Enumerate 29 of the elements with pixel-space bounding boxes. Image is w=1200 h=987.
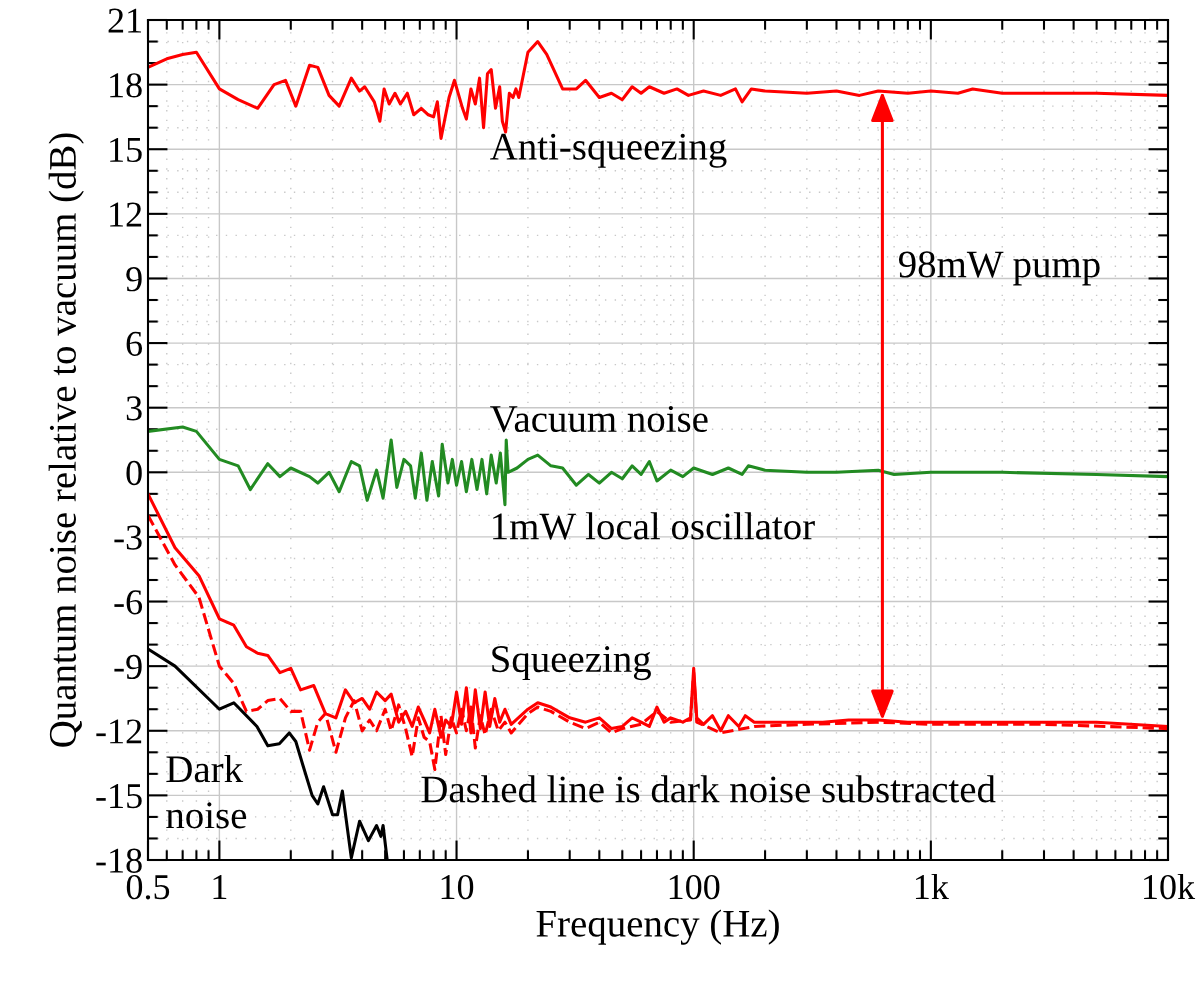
y-tick-label: 9	[126, 267, 142, 292]
y-tick-label: 3	[126, 396, 142, 421]
annotation: Anti-squeezing	[490, 133, 727, 168]
x-tick-label: 100	[669, 874, 720, 900]
y-tick-label: 18	[110, 73, 142, 98]
y-tick-label: -18	[96, 848, 142, 873]
annotation: 1mW local oscillator	[493, 512, 815, 540]
x-tick-label: 1k	[915, 873, 949, 899]
y-tick-label: 12	[110, 202, 142, 227]
x-tick-label: 1	[213, 875, 227, 899]
y-tick-label: -12	[96, 719, 142, 744]
y-tick-label: 21	[108, 8, 141, 33]
y-tick-label: -6	[114, 590, 143, 615]
x-tick-label: 10k	[1144, 873, 1196, 900]
annotation: Dashed line is dark noise substracted	[421, 775, 996, 803]
annotation: Vacuum noise	[490, 405, 708, 433]
x-tick-label: 0.5	[126, 874, 170, 900]
x-axis-title: Frequency (Hz)	[536, 909, 779, 945]
annotation: 98mW pump	[898, 251, 1100, 286]
y-tick-label: -15	[96, 784, 142, 809]
annotation: Squeezing	[492, 646, 651, 681]
y-tick-label: -3	[114, 525, 142, 550]
y-tick-label: -9	[114, 654, 142, 680]
x-tick-label: 10	[441, 874, 474, 900]
y-tick-label: 0	[126, 460, 142, 486]
y-tick-label: 15	[110, 137, 142, 163]
y-tick-label: 6	[126, 331, 143, 356]
annotation: Dark noise	[166, 755, 247, 829]
y-axis-title: Quantum noise relative to vacuum (dB)	[48, 133, 84, 747]
